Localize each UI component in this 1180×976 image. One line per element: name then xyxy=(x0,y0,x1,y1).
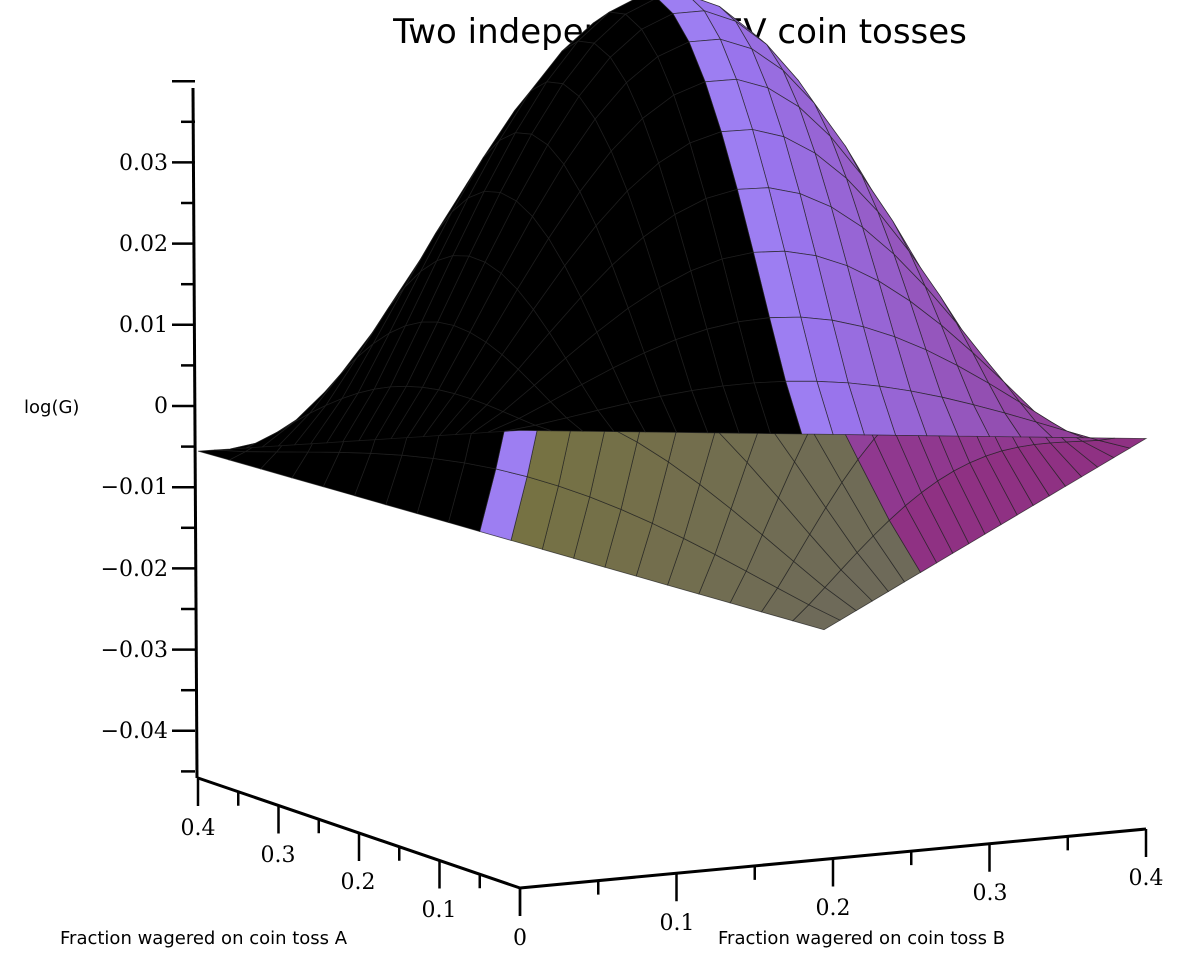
z-tick-label--0.01: −0.01 xyxy=(101,475,168,500)
z-axis-line xyxy=(191,87,199,779)
x-tick-label-0.1: 0.1 xyxy=(422,898,457,923)
y-tick-label-0.4: 0.4 xyxy=(1129,866,1164,891)
z-tick-label-0.03: 0.03 xyxy=(119,151,168,176)
z-axis-title: log(G) xyxy=(24,397,79,418)
z-tick-label--0.03: −0.03 xyxy=(101,638,168,663)
y-tick-label-0.1: 0.1 xyxy=(660,911,695,936)
surface-mesh xyxy=(197,0,1148,631)
x-tick-label-0.4: 0.4 xyxy=(181,816,216,841)
y-tick-marks xyxy=(518,829,1148,916)
x-axis-title: Fraction wagered on coin toss A xyxy=(60,928,348,949)
y-tick-label-0.3: 0.3 xyxy=(973,881,1008,906)
z-tick-label--0.04: −0.04 xyxy=(101,719,168,744)
x-tick-label-0.2: 0.2 xyxy=(341,870,376,895)
z-tick-label--0.02: −0.02 xyxy=(101,557,168,582)
y-tick-label-0.2: 0.2 xyxy=(816,896,851,921)
z-tick-label-0: 0 xyxy=(154,394,168,419)
x-tick-marks xyxy=(196,778,522,916)
x-tick-label-0.3: 0.3 xyxy=(261,843,296,868)
y-tick-label-0: 0 xyxy=(513,926,527,951)
surface-patch xyxy=(503,424,552,432)
z-tick-marks xyxy=(172,79,195,773)
z-tick-label-0.02: 0.02 xyxy=(119,232,168,257)
z-tick-label-0.01: 0.01 xyxy=(119,313,168,338)
y-axis-title: Fraction wagered on coin toss B xyxy=(718,928,1005,949)
